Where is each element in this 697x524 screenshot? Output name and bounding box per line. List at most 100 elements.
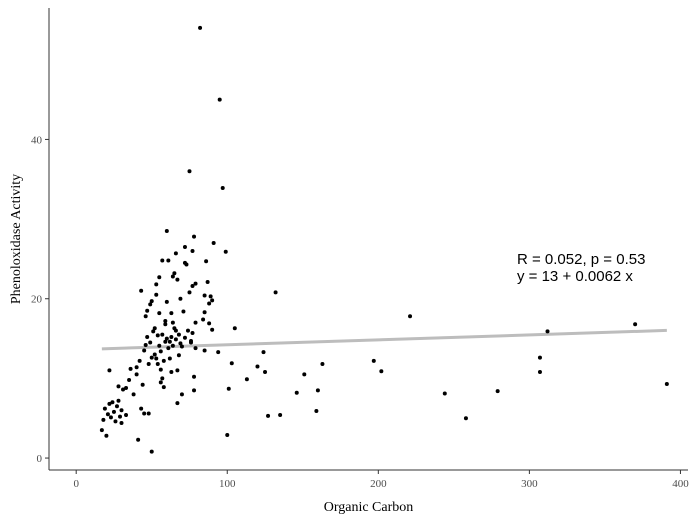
data-point (161, 358, 166, 363)
data-point (463, 416, 468, 421)
data-point (158, 380, 163, 385)
data-point (160, 258, 165, 263)
data-point (320, 362, 325, 367)
data-point (149, 449, 154, 454)
data-point (371, 358, 376, 363)
data-point (160, 376, 165, 381)
data-point (167, 339, 172, 344)
data-point (157, 311, 162, 316)
x-tick-label: 300 (521, 478, 538, 490)
data-point (169, 334, 174, 339)
data-point (173, 251, 178, 256)
trend-line (101, 328, 667, 351)
data-point (179, 344, 184, 349)
data-point (314, 409, 319, 414)
data-point (266, 413, 271, 418)
data-point (170, 343, 175, 348)
data-point (163, 319, 168, 324)
data-point (166, 346, 171, 351)
data-point (278, 413, 283, 418)
data-point (108, 415, 113, 420)
data-point (143, 342, 148, 347)
data-point (149, 355, 154, 360)
data-point (184, 262, 189, 267)
data-point (315, 388, 320, 393)
data-point (105, 412, 110, 417)
data-point (134, 365, 139, 370)
data-point (205, 280, 210, 285)
data-point (181, 309, 186, 314)
data-point (173, 337, 178, 342)
data-point (633, 322, 638, 327)
data-point (142, 348, 147, 353)
data-point (154, 282, 159, 287)
data-point (202, 293, 207, 298)
data-point (119, 421, 124, 426)
data-point (176, 353, 181, 358)
x-tick-label: 100 (219, 478, 236, 490)
data-point (182, 335, 187, 340)
data-point (193, 320, 198, 325)
data-point (149, 299, 154, 304)
data-point (202, 348, 207, 353)
x-axis-title: Organic Carbon (324, 500, 414, 515)
data-point (157, 343, 162, 348)
data-point (408, 314, 413, 319)
data-point (537, 355, 542, 360)
data-point (114, 404, 119, 409)
data-point (152, 352, 157, 357)
data-point (102, 406, 107, 411)
data-point (107, 401, 112, 406)
data-point (137, 358, 142, 363)
data-point (121, 387, 126, 392)
data-point (263, 370, 268, 375)
data-point (136, 437, 141, 442)
data-point (192, 388, 197, 393)
data-point (187, 290, 192, 295)
data-point (176, 332, 181, 337)
data-point (189, 338, 193, 343)
data-point (111, 409, 116, 414)
data-point (158, 349, 163, 354)
data-point (146, 362, 151, 367)
data-point (207, 321, 212, 326)
data-point (190, 283, 195, 288)
data-point (495, 389, 500, 394)
data-point (152, 326, 157, 331)
data-point (185, 328, 190, 333)
data-point (107, 368, 112, 373)
data-point (208, 294, 213, 299)
y-tick-label: 40 (31, 134, 43, 146)
data-point (118, 414, 122, 419)
x-tick-label: 0 (73, 478, 79, 490)
data-point (110, 400, 115, 405)
data-point (202, 310, 207, 315)
data-point (128, 366, 133, 371)
data-point (537, 370, 542, 375)
data-point (161, 385, 166, 390)
data-point (190, 248, 195, 253)
data-point (178, 296, 183, 301)
data-point (164, 336, 169, 341)
data-point (148, 340, 153, 345)
data-point (145, 308, 150, 313)
stats-annotation-correlation: R = 0.052, p = 0.53 (517, 251, 645, 268)
data-point (225, 432, 230, 437)
data-point (223, 249, 228, 254)
data-point (173, 328, 178, 333)
data-point (157, 275, 162, 280)
x-tick-label: 400 (672, 478, 689, 490)
data-point (229, 361, 234, 366)
data-point (139, 288, 144, 293)
data-point (116, 384, 121, 389)
data-point (154, 356, 159, 361)
data-point (201, 317, 206, 322)
data-point (139, 406, 144, 411)
data-point (210, 298, 215, 303)
data-point (163, 339, 168, 344)
data-point (167, 356, 172, 361)
data-point (442, 391, 447, 396)
data-point (216, 350, 221, 355)
data-point (175, 368, 180, 373)
data-point (148, 302, 153, 307)
